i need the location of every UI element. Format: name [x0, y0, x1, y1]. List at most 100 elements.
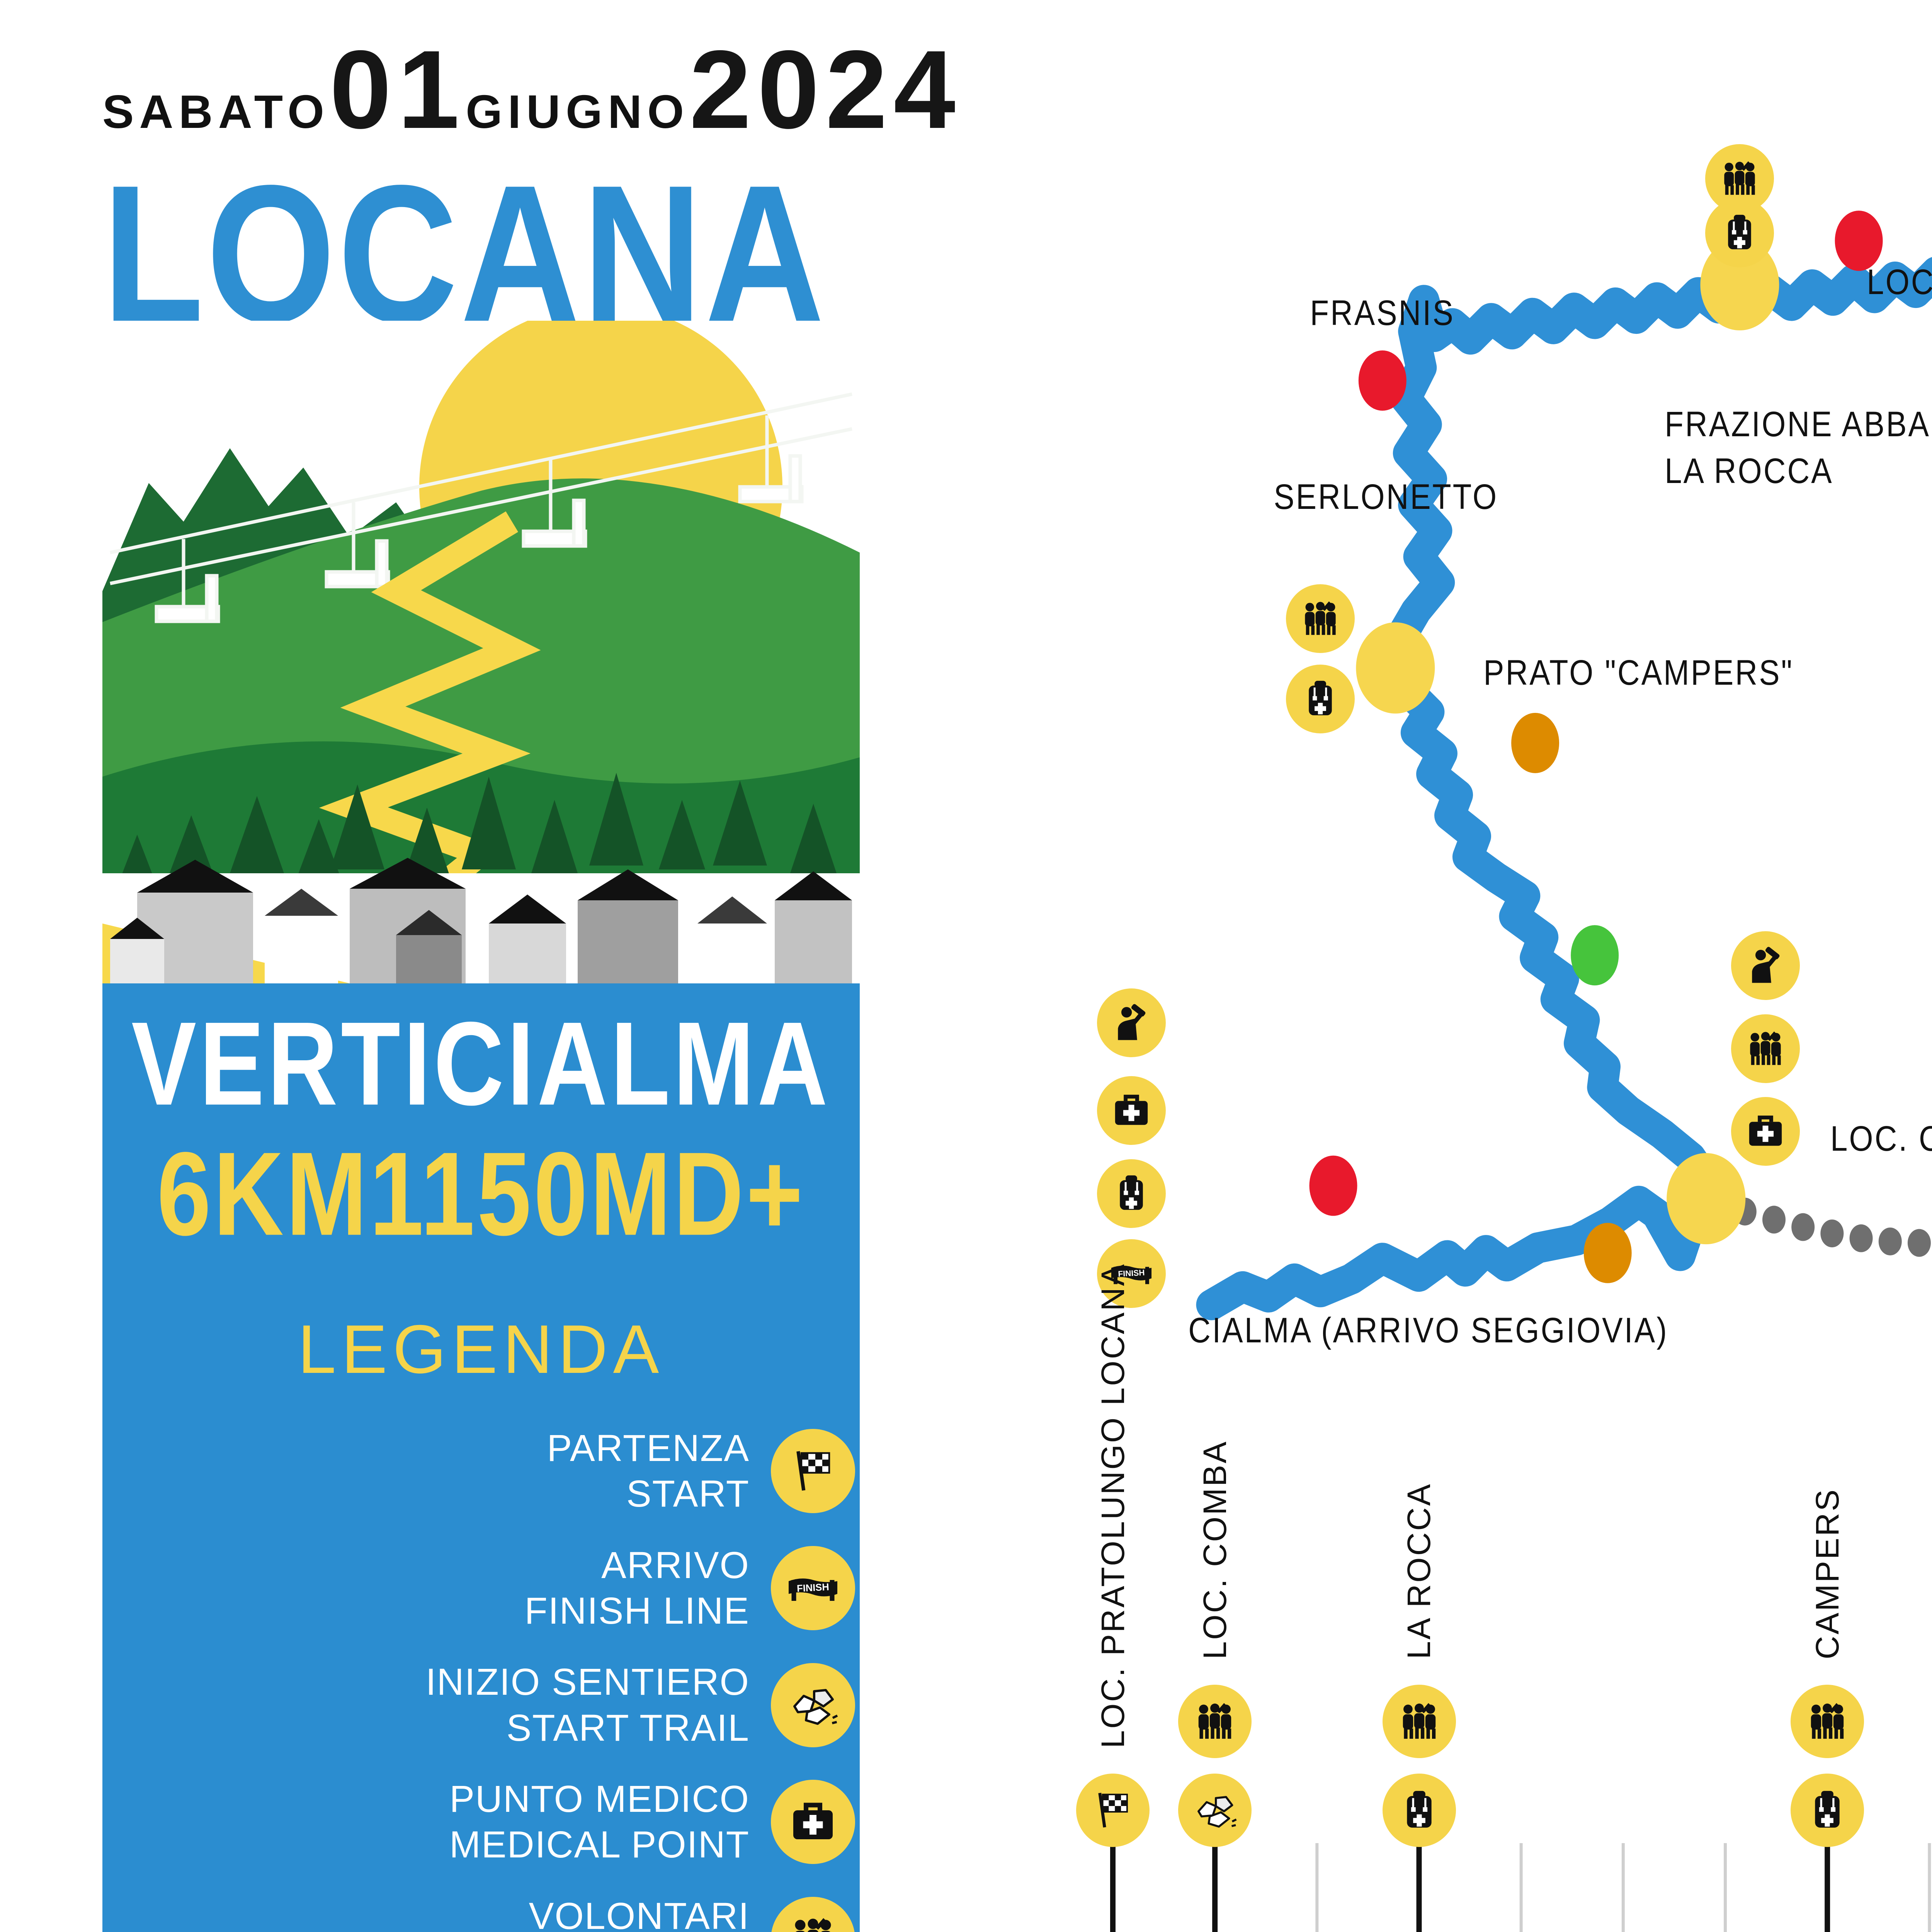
house	[396, 910, 462, 983]
map-icon-rescue-backpack	[1286, 665, 1355, 733]
start-flag-icon	[796, 1451, 830, 1491]
race-route	[1196, 257, 1932, 1320]
legend-label-en: MEDICAL POINT	[449, 1823, 750, 1866]
page-title: LOCANA	[102, 145, 827, 364]
map-icon-volunteers	[1731, 1014, 1800, 1083]
legend-label-en: START TRAIL	[506, 1706, 750, 1749]
gradient-dot	[1835, 211, 1883, 271]
legend-item-label: PARTENZA START	[547, 1425, 750, 1517]
seggiovia-dotted-segment	[1791, 1213, 1815, 1241]
map-label-la-rocca: LA ROCCA	[1665, 451, 1833, 491]
trail-zigzag	[319, 511, 541, 925]
map-icon-refreshments	[1731, 931, 1800, 1000]
chart-icon-start-flag	[1076, 1774, 1150, 1847]
legend-label-it: INIZIO SENTIERO	[425, 1661, 750, 1703]
map-label-cialma-arrivo-seggiovia-: CIALMA (ARRIVO SEGGIOVIA)	[1188, 1310, 1668, 1350]
medical-icon	[793, 1803, 833, 1840]
legend-title: LEGENDA	[298, 1311, 665, 1388]
map-icon-finish-banner: FINISH	[1097, 1239, 1166, 1308]
pine-trees	[118, 773, 837, 885]
seggiovia-dotted-segment	[1907, 1229, 1931, 1257]
legend-label-it: PUNTO MEDICO	[449, 1777, 750, 1820]
map-label-prato-campers-: PRATO "CAMPERS"	[1483, 653, 1794, 692]
refreshments-icon	[1118, 1003, 1146, 1040]
map-label-loc-comba: LOC. COMBA	[1867, 262, 1932, 302]
gradient-dot	[1511, 713, 1560, 773]
rescue-backpack-icon	[1728, 214, 1752, 250]
svg-text:FINISH: FINISH	[797, 1582, 830, 1594]
race-name: VERTICIALMA	[131, 997, 831, 1130]
legend-icon-volunteers	[771, 1896, 855, 1932]
legend-icon-finish-banner: FINISH	[771, 1546, 855, 1630]
medical-icon	[1749, 1115, 1782, 1146]
volunteers-icon	[1811, 1703, 1844, 1739]
medical-icon	[771, 1780, 855, 1864]
legend-label-en: START	[626, 1473, 750, 1515]
village-houses	[110, 858, 852, 983]
route-waypoint	[1667, 1153, 1746, 1245]
route-waypoint	[1700, 239, 1779, 330]
legend-item-start: PARTENZA START	[102, 1425, 860, 1517]
house	[775, 871, 852, 983]
map-label-loc-carello: LOC. CARELLO	[1830, 1119, 1932, 1158]
volunteers-icon	[1724, 161, 1755, 195]
chart-column-label: LA ROCCA	[1401, 1483, 1437, 1659]
seggiovia-dotted-segment	[1762, 1206, 1786, 1234]
map-icon-rescue-backpack	[1705, 199, 1774, 267]
map-label-serlonetto: SERLONETTO	[1274, 476, 1498, 517]
mountain-illustration	[102, 321, 860, 983]
legend-item-finish-line: ARRIVO FINISH LINE FINISH	[102, 1543, 860, 1634]
chairlift-chair	[155, 539, 220, 623]
house	[578, 869, 678, 983]
medical-icon	[1115, 1095, 1148, 1125]
house	[697, 896, 767, 983]
date-month: GIUGNO	[466, 85, 689, 138]
legend-icon-start-flag	[771, 1429, 855, 1514]
chart-icon-rescue-backpack	[1791, 1774, 1864, 1847]
sidebar: SABATO 01 GIUGNO 2024 LOCANA	[102, 0, 956, 1932]
seggiovia-dotted-segment	[1878, 1227, 1902, 1255]
chart-icon-rescue-backpack	[1382, 1774, 1456, 1847]
refreshments-icon	[1752, 947, 1780, 983]
date-year: 2024	[689, 27, 962, 152]
chart-icon-trail-rocks	[1178, 1774, 1252, 1847]
chart-icon-volunteers	[1178, 1685, 1252, 1758]
trail-rocks-icon	[793, 1689, 838, 1725]
race-stats: 6KM1150MD+	[157, 1128, 805, 1260]
map-label-frasnis: FRASNIS	[1310, 293, 1455, 333]
rescue-backpack-icon	[1406, 1791, 1432, 1828]
chart-column-loc-comba: LOC. COMBA	[1172, 1440, 1257, 1847]
sidebar-blue-panel: VERTICIALMA 6KM1150MD+ LEGENDA PARTENZA S…	[102, 983, 860, 1932]
chart-column-label: LOC. PRATOLUNGO LOCANA	[1094, 1262, 1131, 1748]
legend-label-it: VOLONTARI	[529, 1895, 750, 1932]
finish-banner-icon: FINISH	[1111, 1265, 1151, 1284]
legend-item-volunteers: VOLONTARIVOLUNTEERS	[102, 1893, 860, 1932]
house	[265, 889, 338, 983]
legend-label-en: FINISH LINE	[524, 1589, 750, 1632]
chart-column-label: LOC. COMBA	[1196, 1440, 1233, 1659]
chart-column-la-rocca: LA ROCCA	[1377, 1483, 1462, 1847]
legend-item-label: PUNTO MEDICO MEDICAL POINT	[449, 1776, 750, 1868]
volunteers-icon	[1305, 601, 1336, 635]
gradient-dot	[1309, 1155, 1357, 1216]
chart-column-label: CAMPERS	[1809, 1488, 1845, 1659]
gradient-dot	[1583, 1223, 1632, 1283]
seggiovia-dotted-segment	[1820, 1219, 1844, 1248]
gradient-dot	[1571, 925, 1619, 986]
legend-item-label: INIZIO SENTIERO START TRAIL	[426, 1659, 750, 1751]
map-icon-medical	[1097, 1076, 1166, 1145]
legend-item-start-trail: INIZIO SENTIERO START TRAIL	[102, 1659, 860, 1751]
legend-label-it: ARRIVO	[601, 1544, 750, 1586]
trail-rocks-icon	[771, 1663, 855, 1747]
chart-icon-volunteers	[1382, 1685, 1456, 1758]
rescue-backpack-icon	[1815, 1791, 1840, 1828]
chairlift-chair	[522, 460, 587, 548]
legend-list: PARTENZA START ARRIVO FINISH LINE FINISH INIZ…	[102, 1425, 860, 1932]
chairlift-chair	[325, 502, 390, 588]
trail-rocks-icon	[1197, 1796, 1237, 1828]
map-icon-refreshments	[1097, 988, 1166, 1057]
finish-banner-icon: FINISH	[789, 1578, 837, 1601]
legend-icon-medical	[771, 1780, 855, 1864]
